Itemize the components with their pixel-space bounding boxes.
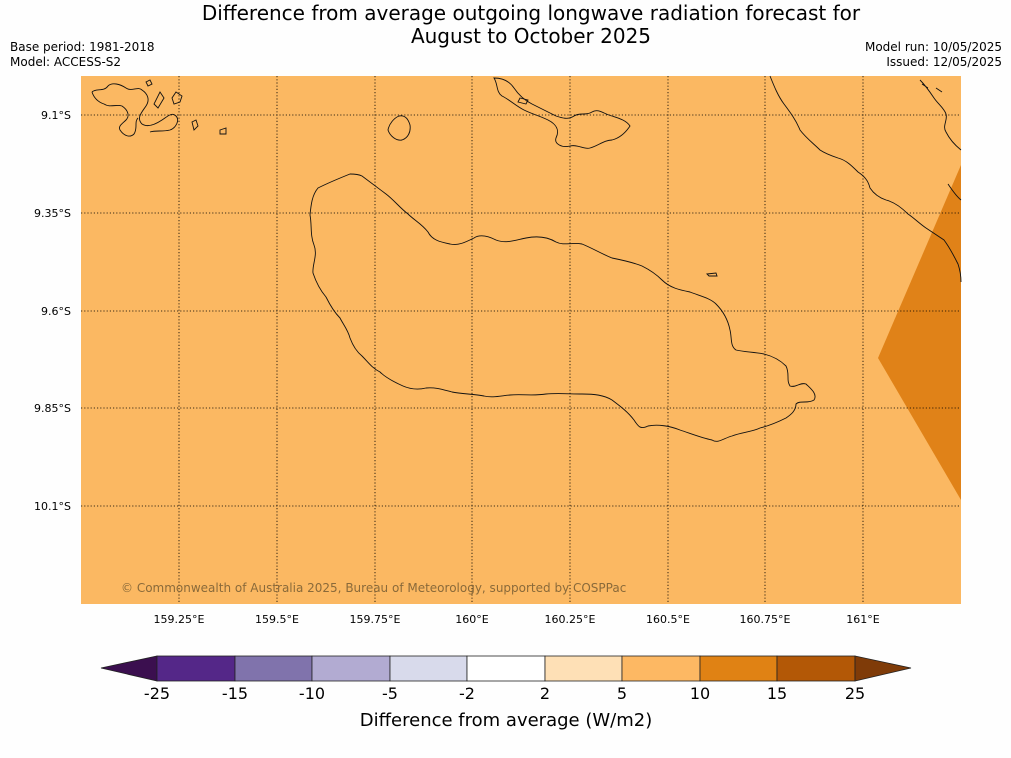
lat-label: 9.35°S [34,207,71,220]
colorbar-segment [466,655,546,682]
gridlines [81,76,961,604]
lat-labels: 9.1°S 9.35°S 9.6°S 9.85°S 10.1°S [34,109,71,513]
anomaly-region-high [878,165,961,500]
colorbar-tick-label: 15 [767,684,787,703]
colorbar [100,655,912,682]
colorbar-tick-label: -15 [222,684,248,703]
lat-label: 10.1°S [34,500,71,513]
coastline-malaita [769,75,962,283]
colorbar-segment [156,655,236,682]
colorbar-segment [311,655,391,682]
coastline-northwest-islet-5 [219,127,227,135]
chart-title: Difference from average outgoing longwav… [0,2,1011,48]
colorbar-segment [621,655,701,682]
model-name: Model: ACCESS-S2 [10,55,122,69]
colorbar-extend-max [854,655,912,682]
map-background [81,76,961,604]
colorbar-segment [544,655,623,682]
lon-labels: 159.25°E 159.5°E 159.75°E 160°E 160.25°E… [154,613,880,626]
colorbar-title: Difference from average (W/m2) [360,710,652,731]
lon-label: 160.75°E [740,613,791,626]
coastline-northeast-islands [919,79,962,201]
colorbar-segment [699,655,778,682]
title-line-1: Difference from average outgoing longwav… [201,1,861,25]
colorbar-tick-label: 2 [540,684,550,703]
base-period: Base period: 1981-2018 [10,40,155,54]
colorbar-ticks: -25 -15 -10 -5 -2 2 5 10 15 25 [144,684,865,703]
title-line-2: August to October 2025 [410,24,652,48]
meta-right: Model run: 10/05/2025 Issued: 12/05/2025 [865,40,1002,70]
colorbar-segment [389,655,468,682]
colorbar-segment [234,655,313,682]
colorbar-tick-label: 25 [845,684,865,703]
coastline-savo [387,115,411,141]
issued-date: Issued: 12/05/2025 [886,55,1002,69]
coastline-northwest-islands [91,83,179,137]
coastline-islet-east [706,272,718,277]
coastline-northwest-islet-1 [145,79,153,87]
coastline-outlines [91,75,962,442]
model-run: Model run: 10/05/2025 [864,40,1002,54]
coastline-northwest-islet-2 [171,91,183,105]
colorbar-tick-label: -5 [382,684,398,703]
colorbar-tick-label: -25 [144,684,170,703]
coastline-northwest-islet-4 [191,119,199,131]
colorbar-segment [776,655,856,682]
lon-label: 160°E [455,613,488,626]
meta-left: Base period: 1981-2018 Model: ACCESS-S2 [10,40,155,70]
lon-label: 160.25°E [545,613,596,626]
lat-label: 9.85°S [34,402,71,415]
coastline-nggela-islet [517,97,529,105]
lat-label: 9.6°S [41,305,71,318]
colorbar-tick-label: -10 [299,684,325,703]
lon-label: 159.75°E [350,613,401,626]
colorbar-tick-label: 10 [690,684,710,703]
lon-label: 160.5°E [646,613,690,626]
colorbar-tick-label: -2 [459,684,475,703]
colorbar-extend-min [100,655,158,682]
colorbar-tick-label: 5 [617,684,627,703]
lon-label: 159.25°E [154,613,205,626]
coastline-northwest-islet-3 [153,91,165,109]
lon-label: 159.5°E [255,613,299,626]
copyright-notice: © Commonwealth of Australia 2025, Bureau… [121,581,626,595]
lon-label: 161°E [846,613,879,626]
lat-label: 9.1°S [41,109,71,122]
coastline-guadalcanal [309,173,816,442]
